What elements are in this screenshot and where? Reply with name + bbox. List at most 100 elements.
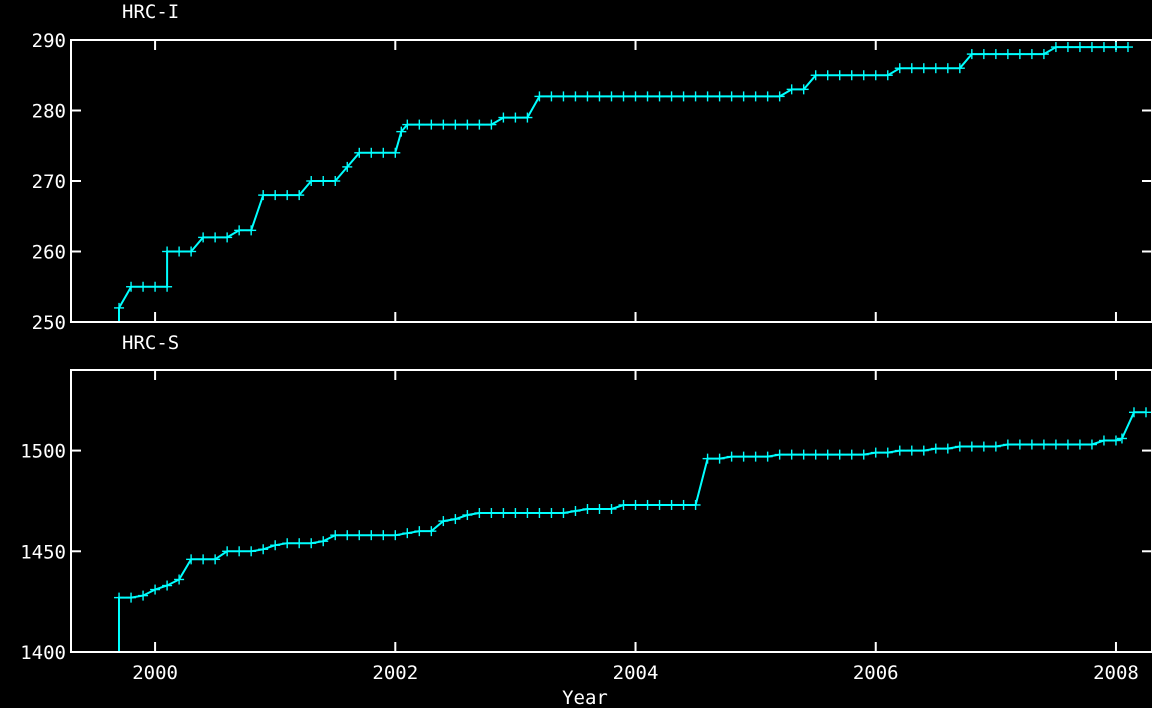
- data-point: [822, 70, 833, 81]
- data-point: [1086, 439, 1097, 450]
- data-point: [978, 441, 989, 452]
- hrc-s-frame: [70, 369, 1152, 653]
- data-point: [126, 281, 137, 292]
- data-point: [966, 49, 977, 60]
- data-point: [906, 445, 917, 456]
- data-point: [498, 508, 509, 519]
- data-point: [774, 91, 785, 102]
- data-point: [1062, 439, 1073, 450]
- hrc-i-panel: HRC-I 250 260 270 280 290: [32, 1, 1152, 334]
- data-point: [918, 63, 929, 74]
- data-point: [606, 503, 617, 514]
- data-point: [546, 508, 557, 519]
- data-point: [582, 91, 593, 102]
- hrc-s-y-axis: 1400 1450 1500: [20, 441, 1152, 664]
- data-point: [318, 176, 329, 186]
- data-point: [270, 190, 281, 201]
- data-point: [858, 70, 869, 81]
- data-point: [462, 119, 473, 130]
- data-point: [246, 225, 257, 236]
- data-point: [222, 232, 233, 243]
- data-point: [690, 499, 701, 510]
- hrc-i-title: HRC-I: [122, 1, 179, 23]
- data-point: [1002, 49, 1013, 60]
- hrc-s-markers: [114, 407, 1151, 603]
- data-point: [1002, 439, 1013, 450]
- data-point: [126, 592, 137, 603]
- data-point: [762, 451, 773, 462]
- data-point: [270, 540, 281, 551]
- data-point: [510, 112, 521, 123]
- data-point: [678, 499, 689, 510]
- data-point: [882, 70, 893, 81]
- data-point: [282, 190, 293, 201]
- y-tick-label: 260: [32, 242, 66, 264]
- hrc-i-frame: [70, 39, 1152, 323]
- data-point: [534, 91, 545, 102]
- data-point: [366, 530, 377, 541]
- data-point: [642, 499, 653, 510]
- data-point: [954, 63, 965, 74]
- data-point: [1098, 435, 1109, 446]
- hrc-i-series: [118, 46, 1128, 322]
- data-point: [162, 281, 173, 292]
- data-point: [198, 554, 209, 565]
- data-point: [1074, 42, 1085, 53]
- data-point: [750, 91, 761, 102]
- data-point: [402, 119, 413, 130]
- hrc-s-x-axis: 2000 2002 2004 2006 2008: [132, 370, 1139, 684]
- data-point: [342, 161, 353, 172]
- data-point: [1026, 49, 1037, 60]
- data-point: [786, 84, 797, 95]
- data-point: [798, 449, 809, 460]
- data-point: [234, 225, 245, 236]
- data-point: [1038, 439, 1049, 450]
- data-point: [174, 246, 185, 257]
- data-point: [1086, 42, 1097, 53]
- data-point: [858, 449, 869, 460]
- data-point: [1098, 42, 1109, 53]
- y-tick-label: 250: [32, 312, 66, 334]
- data-point: [294, 538, 305, 549]
- data-point: [642, 91, 653, 102]
- data-point: [474, 508, 485, 519]
- data-point: [306, 538, 317, 549]
- data-point: [810, 449, 821, 460]
- data-point: [654, 91, 665, 102]
- data-point: [1014, 439, 1025, 450]
- data-point: [1026, 439, 1037, 450]
- data-point: [702, 91, 713, 102]
- x-tick-label: 2008: [1093, 662, 1139, 684]
- data-point: [162, 246, 173, 257]
- data-point: [396, 126, 407, 137]
- data-point: [570, 506, 581, 516]
- data-point: [930, 443, 941, 454]
- y-tick-label: 1500: [20, 441, 66, 463]
- data-point: [414, 526, 425, 537]
- data-point: [486, 119, 497, 130]
- data-point: [414, 119, 425, 130]
- hrc-s-series: [118, 411, 1146, 652]
- data-point: [366, 147, 377, 158]
- x-axis-label: Year: [562, 687, 608, 708]
- data-point: [774, 449, 785, 460]
- data-point: [594, 91, 605, 102]
- data-point: [690, 91, 701, 102]
- data-point: [1050, 42, 1061, 53]
- data-point: [354, 147, 365, 158]
- data-point: [546, 91, 557, 102]
- data-point: [246, 546, 257, 557]
- data-point: [1062, 42, 1073, 53]
- y-tick-label: 1450: [20, 541, 66, 563]
- data-point: [894, 63, 905, 74]
- data-point: [990, 441, 1001, 452]
- data-point: [810, 70, 821, 81]
- data-point: [834, 449, 845, 460]
- data-point: [186, 246, 197, 257]
- data-point: [1074, 439, 1085, 450]
- data-point: [966, 441, 977, 452]
- data-point: [666, 91, 677, 102]
- data-point: [630, 91, 641, 102]
- data-point: [1038, 49, 1049, 60]
